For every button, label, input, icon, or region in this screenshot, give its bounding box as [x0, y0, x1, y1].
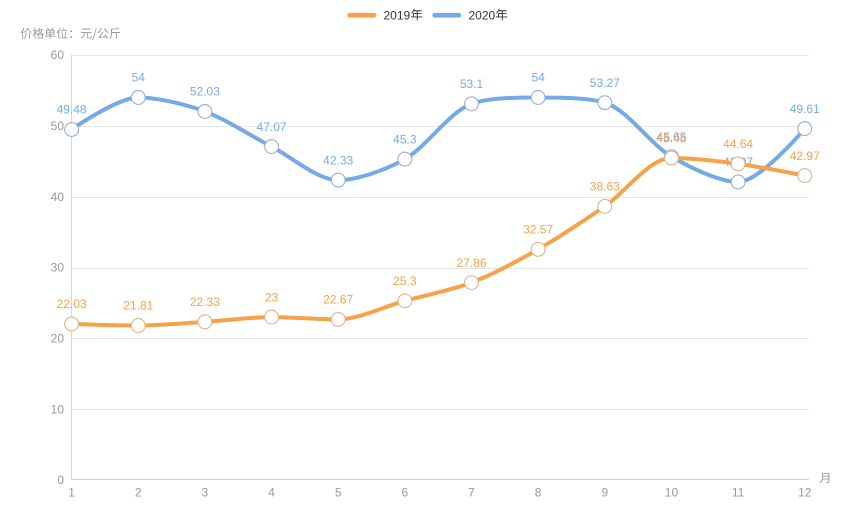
svg-text:27.86: 27.86	[456, 256, 486, 270]
svg-text:45.45: 45.45	[656, 131, 686, 145]
svg-text:3: 3	[202, 486, 209, 500]
svg-text:2019: 2019	[384, 8, 411, 22]
svg-text:12: 12	[798, 486, 812, 500]
svg-text:4: 4	[268, 486, 275, 500]
svg-text:23: 23	[265, 290, 279, 304]
svg-text:8: 8	[535, 486, 542, 500]
svg-text:52.03: 52.03	[190, 85, 220, 99]
svg-text:53.27: 53.27	[590, 76, 620, 90]
svg-text:32.57: 32.57	[523, 223, 553, 237]
svg-text:42.97: 42.97	[790, 149, 820, 163]
svg-text:54: 54	[531, 71, 545, 85]
svg-text:9: 9	[601, 486, 608, 500]
svg-text:20: 20	[51, 332, 65, 346]
svg-text:42.33: 42.33	[323, 153, 353, 167]
svg-text:38.63: 38.63	[590, 180, 620, 194]
svg-text:21.81: 21.81	[123, 299, 153, 313]
svg-text:50: 50	[51, 119, 65, 133]
svg-text:40: 40	[51, 190, 65, 204]
svg-text:22.03: 22.03	[57, 297, 87, 311]
svg-text:49.61: 49.61	[790, 102, 820, 116]
svg-text:44.64: 44.64	[723, 137, 753, 151]
svg-text:1: 1	[68, 486, 75, 500]
svg-text:54: 54	[132, 71, 146, 85]
svg-text:11: 11	[732, 486, 745, 500]
svg-text:5: 5	[335, 486, 342, 500]
svg-text:7: 7	[468, 486, 475, 500]
svg-text:2020: 2020	[469, 8, 496, 22]
svg-text:47.07: 47.07	[257, 120, 287, 134]
svg-text:22.33: 22.33	[190, 295, 220, 309]
svg-text:45.3: 45.3	[393, 132, 417, 146]
svg-text:49.48: 49.48	[57, 103, 87, 117]
svg-text:53.1: 53.1	[460, 77, 484, 91]
svg-text:0: 0	[57, 473, 64, 487]
svg-text:10: 10	[665, 486, 679, 500]
svg-text:10: 10	[51, 402, 65, 416]
svg-text:2: 2	[135, 486, 142, 500]
svg-text:30: 30	[51, 261, 65, 275]
svg-text:25.3: 25.3	[393, 274, 417, 288]
svg-text:22.67: 22.67	[323, 293, 353, 307]
svg-text:60: 60	[51, 48, 65, 62]
svg-text:45.65: 45.65	[656, 130, 686, 144]
svg-text:6: 6	[402, 486, 409, 500]
